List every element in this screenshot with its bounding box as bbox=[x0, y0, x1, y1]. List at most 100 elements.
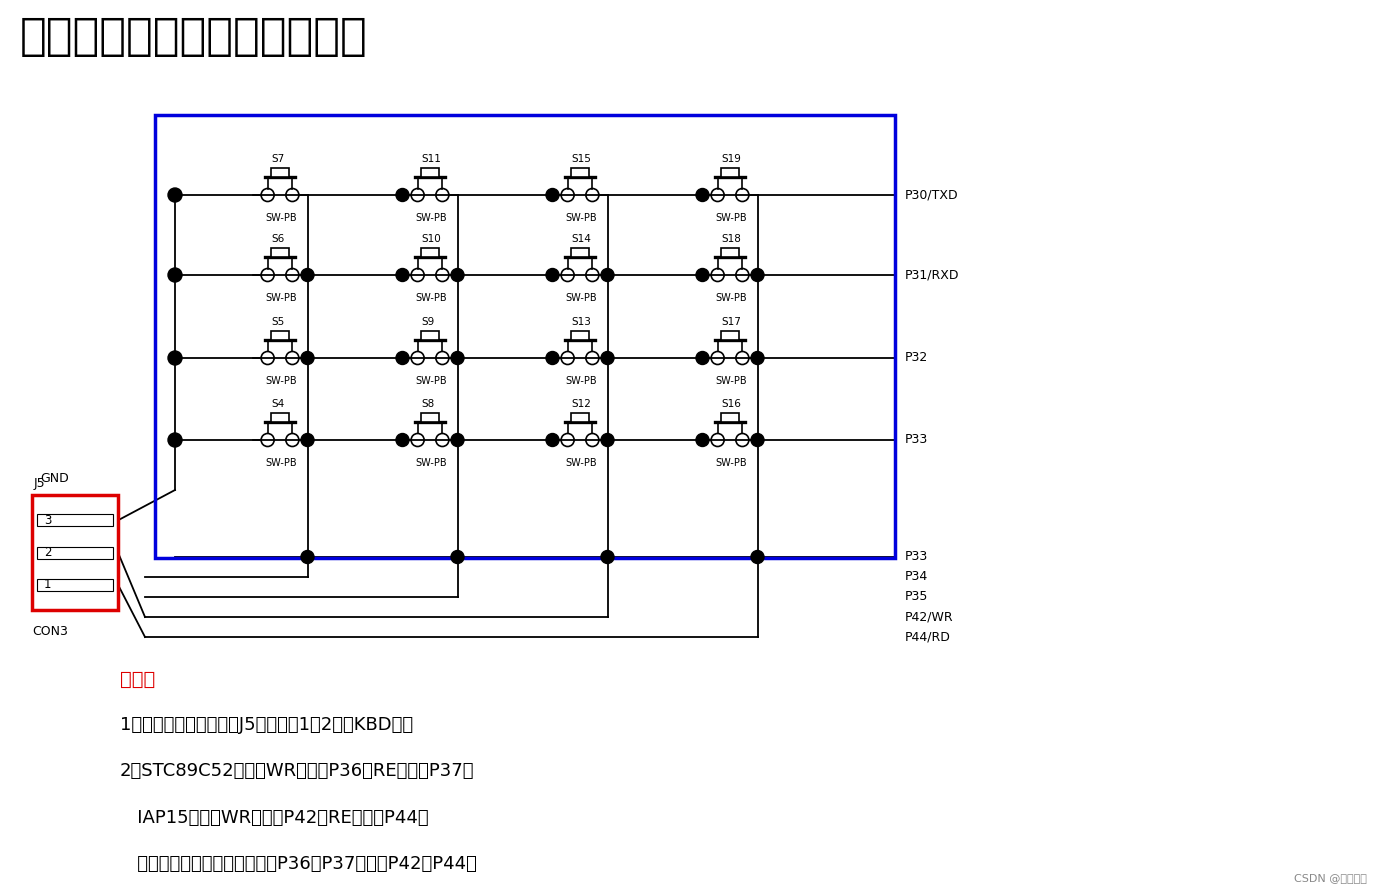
Text: S17: S17 bbox=[722, 317, 742, 327]
Bar bbox=[37, 514, 113, 527]
Text: SW-PB: SW-PB bbox=[264, 376, 296, 386]
Circle shape bbox=[695, 189, 709, 201]
Bar bbox=[722, 413, 739, 421]
Text: 1、做矩阵键盘使用时，J5跳帽短接1和2针（KBD）。: 1、做矩阵键盘使用时，J5跳帽短接1和2针（KBD）。 bbox=[120, 716, 413, 734]
Circle shape bbox=[600, 352, 614, 364]
Bar bbox=[32, 495, 118, 610]
Bar bbox=[421, 248, 439, 257]
Bar bbox=[421, 413, 439, 421]
Text: CON3: CON3 bbox=[32, 625, 67, 638]
Text: SW-PB: SW-PB bbox=[414, 376, 446, 386]
Circle shape bbox=[452, 551, 464, 563]
Text: SW-PB: SW-PB bbox=[565, 293, 596, 303]
Text: 3: 3 bbox=[44, 514, 51, 527]
Circle shape bbox=[695, 268, 709, 282]
Text: S6: S6 bbox=[271, 233, 285, 244]
Circle shape bbox=[547, 189, 559, 201]
Bar bbox=[722, 168, 739, 176]
Text: S10: S10 bbox=[421, 233, 442, 244]
Text: SW-PB: SW-PB bbox=[414, 293, 446, 303]
Bar bbox=[271, 413, 289, 421]
Circle shape bbox=[750, 551, 764, 563]
Text: SW-PB: SW-PB bbox=[264, 293, 296, 303]
Text: S15: S15 bbox=[571, 154, 592, 164]
Text: P42/WR: P42/WR bbox=[905, 610, 954, 624]
Circle shape bbox=[750, 434, 764, 446]
Bar bbox=[571, 331, 589, 339]
Bar bbox=[722, 248, 739, 257]
Text: SW-PB: SW-PB bbox=[565, 213, 596, 223]
Text: 蓝桥杯矩阵键盘的三行代码法: 蓝桥杯矩阵键盘的三行代码法 bbox=[21, 15, 368, 58]
Bar bbox=[421, 331, 439, 339]
Circle shape bbox=[452, 352, 464, 364]
Text: P31/RXD: P31/RXD bbox=[905, 268, 960, 282]
Text: SW-PB: SW-PB bbox=[414, 458, 446, 468]
Text: SW-PB: SW-PB bbox=[715, 376, 746, 386]
Text: S7: S7 bbox=[271, 154, 285, 164]
Circle shape bbox=[168, 433, 182, 447]
Bar bbox=[722, 331, 739, 339]
Circle shape bbox=[547, 268, 559, 282]
Circle shape bbox=[397, 352, 409, 364]
Text: S14: S14 bbox=[571, 233, 592, 244]
Text: J5: J5 bbox=[34, 477, 45, 490]
Circle shape bbox=[600, 551, 614, 563]
Text: P44/RD: P44/RD bbox=[905, 631, 952, 643]
Text: SW-PB: SW-PB bbox=[414, 213, 446, 223]
Bar bbox=[571, 413, 589, 421]
Text: SW-PB: SW-PB bbox=[565, 458, 596, 468]
Bar bbox=[271, 168, 289, 176]
Text: S12: S12 bbox=[571, 399, 592, 409]
Text: S18: S18 bbox=[722, 233, 742, 244]
Bar bbox=[37, 546, 113, 559]
Circle shape bbox=[397, 189, 409, 201]
Circle shape bbox=[695, 352, 709, 364]
Text: 注意：: 注意： bbox=[120, 670, 156, 689]
Circle shape bbox=[600, 434, 614, 446]
Text: S13: S13 bbox=[571, 317, 592, 327]
Text: P33: P33 bbox=[905, 551, 928, 563]
Circle shape bbox=[750, 352, 764, 364]
Text: SW-PB: SW-PB bbox=[264, 458, 296, 468]
Bar bbox=[571, 248, 589, 257]
Text: CSDN @竹烟淮雨: CSDN @竹烟淮雨 bbox=[1294, 873, 1367, 883]
Text: 2: 2 bbox=[44, 546, 51, 559]
Text: S9: S9 bbox=[421, 317, 435, 327]
Text: SW-PB: SW-PB bbox=[715, 293, 746, 303]
Circle shape bbox=[168, 188, 182, 202]
Text: S4: S4 bbox=[271, 399, 285, 409]
Text: P34: P34 bbox=[905, 570, 928, 584]
Circle shape bbox=[397, 268, 409, 282]
Circle shape bbox=[302, 551, 314, 563]
Bar bbox=[271, 331, 289, 339]
Circle shape bbox=[168, 351, 182, 365]
Circle shape bbox=[750, 268, 764, 282]
Circle shape bbox=[168, 268, 182, 282]
Text: 所以用行列扫描法的时候要将P36，P37映射到P42、P44。: 所以用行列扫描法的时候要将P36，P37映射到P42、P44。 bbox=[120, 854, 476, 873]
Text: SW-PB: SW-PB bbox=[264, 213, 296, 223]
Bar bbox=[37, 578, 113, 591]
Bar bbox=[271, 248, 289, 257]
Text: GND: GND bbox=[40, 472, 69, 485]
Text: 2、STC89C52芯片中WR引脚是P36，RE引脚是P37；: 2、STC89C52芯片中WR引脚是P36，RE引脚是P37； bbox=[120, 763, 475, 781]
Bar bbox=[571, 168, 589, 176]
Circle shape bbox=[547, 352, 559, 364]
Text: SW-PB: SW-PB bbox=[715, 458, 746, 468]
Text: P35: P35 bbox=[905, 591, 928, 603]
Text: S16: S16 bbox=[722, 399, 742, 409]
Text: SW-PB: SW-PB bbox=[715, 213, 746, 223]
Text: SW-PB: SW-PB bbox=[565, 376, 596, 386]
Text: S11: S11 bbox=[421, 154, 442, 164]
Text: P33: P33 bbox=[905, 434, 928, 446]
Text: P30/TXD: P30/TXD bbox=[905, 189, 958, 201]
Circle shape bbox=[600, 268, 614, 282]
Circle shape bbox=[452, 268, 464, 282]
Circle shape bbox=[302, 268, 314, 282]
Circle shape bbox=[397, 434, 409, 446]
Text: P32: P32 bbox=[905, 352, 928, 364]
Text: S19: S19 bbox=[722, 154, 742, 164]
Text: 1: 1 bbox=[44, 578, 51, 592]
Bar bbox=[421, 168, 439, 176]
Circle shape bbox=[452, 434, 464, 446]
Circle shape bbox=[302, 434, 314, 446]
